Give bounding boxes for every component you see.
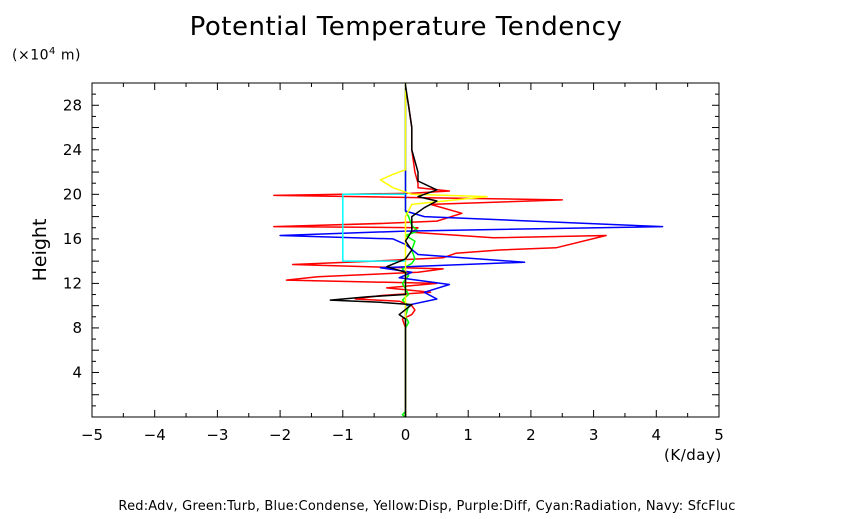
y-unit-prefix: (×10: [12, 47, 50, 64]
y-axis-unit: (×104 m): [12, 46, 81, 64]
x-tick-label: 3: [589, 426, 599, 444]
x-tick-label: −4: [144, 426, 166, 444]
x-tick-label: −2: [269, 426, 291, 444]
x-tick-label: −1: [332, 426, 354, 444]
y-unit-exponent: 4: [49, 46, 56, 57]
y-tick-label: 4: [72, 363, 82, 381]
series-line-disp: [379, 83, 488, 417]
y-tick-label: 12: [63, 274, 82, 292]
y-tick-label: 24: [63, 141, 82, 159]
series-line-radiation: [342, 193, 406, 262]
x-axis-unit: (K/day): [664, 446, 722, 464]
y-tick-label: 8: [72, 319, 82, 337]
x-tick-label: 4: [652, 426, 662, 444]
series-line-turb: [401, 83, 419, 418]
y-tick-label: 20: [63, 185, 82, 203]
legend-text: Red:Adv, Green:Turb, Blue:Condense, Yell…: [118, 499, 736, 514]
x-tick-label: 5: [714, 426, 724, 444]
y-unit-suffix: m): [55, 47, 81, 64]
chart-title: Potential Temperature Tendency: [189, 12, 623, 42]
series-line-adv: [273, 88, 607, 415]
x-tick-label: −5: [81, 426, 103, 444]
x-tick-label: 2: [526, 426, 536, 444]
series-line-total: [329, 85, 438, 417]
x-tick-label: −3: [206, 426, 228, 444]
y-tick-label: 16: [63, 230, 82, 248]
y-tick-label: 28: [63, 96, 82, 114]
series-line-condense: [279, 83, 664, 417]
x-tick-label: 1: [463, 426, 473, 444]
x-tick-label: 0: [401, 426, 411, 444]
